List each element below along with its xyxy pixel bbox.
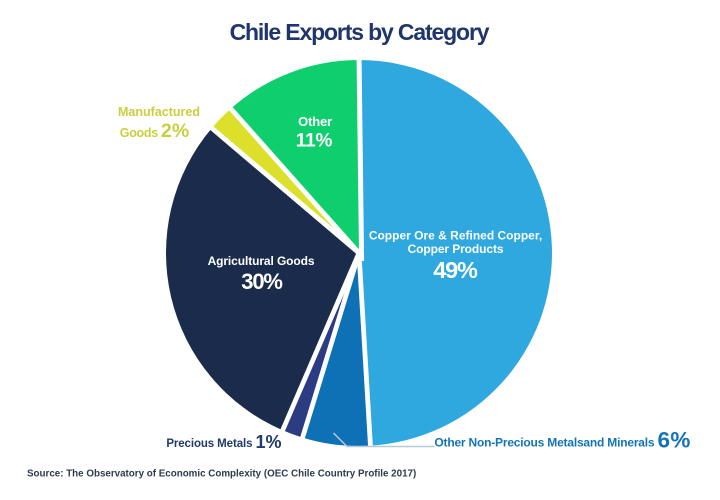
- svg-text:30%: 30%: [241, 269, 282, 294]
- svg-text:11%: 11%: [296, 131, 333, 152]
- svg-text:Source: The Observatory of Eco: Source: The Observatory of Economic Comp…: [27, 469, 416, 480]
- svg-text:Copper Products: Copper Products: [408, 242, 504, 256]
- svg-text:49%: 49%: [433, 257, 478, 283]
- svg-text:Precious Metals 1%: Precious Metals 1%: [166, 432, 281, 452]
- svg-text:Copper Ore & Refined Copper,: Copper Ore & Refined Copper,: [369, 229, 542, 243]
- svg-text:Manufactured: Manufactured: [118, 105, 200, 119]
- svg-text:Agricultural Goods: Agricultural Goods: [208, 254, 315, 268]
- svg-text:Goods 2%: Goods 2%: [120, 120, 189, 142]
- svg-text:Chile Exports by Category: Chile Exports by Category: [230, 19, 490, 45]
- svg-text:Other Non-Precious Metalsand M: Other Non-Precious Metalsand Minerals 6%: [434, 428, 690, 453]
- svg-text:Other: Other: [298, 114, 332, 129]
